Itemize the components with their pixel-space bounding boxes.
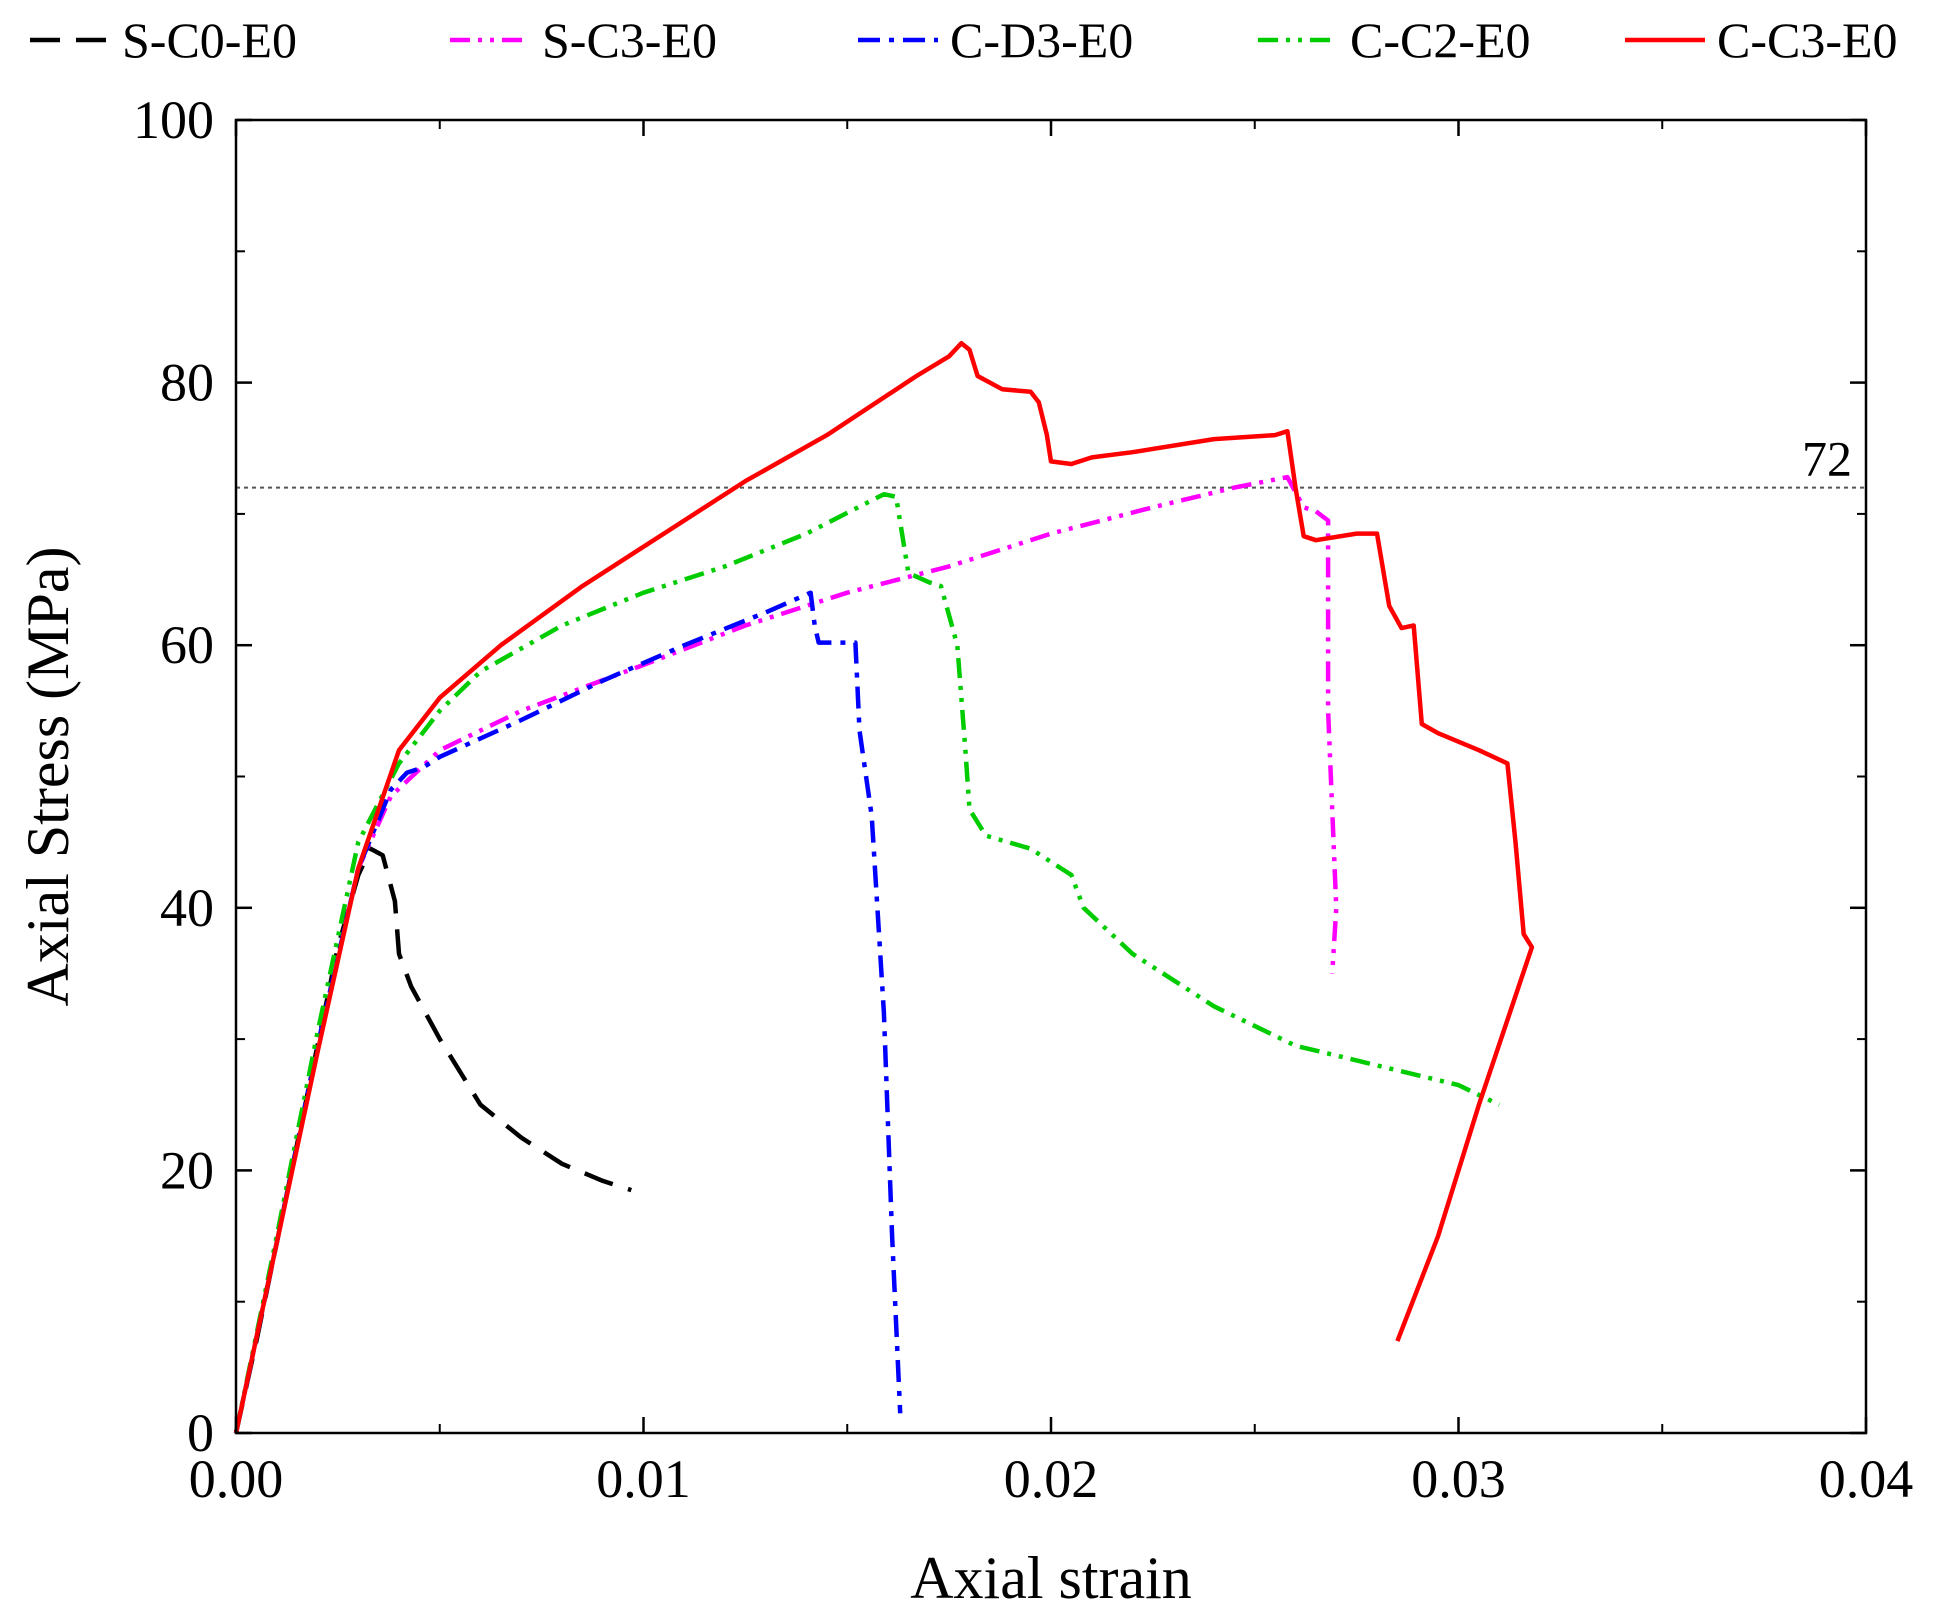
legend-label-c-d3-e0: C-D3-E0	[950, 12, 1133, 68]
y-tick-label: 100	[133, 90, 214, 150]
y-tick-label: 40	[160, 878, 214, 938]
series-line-s-c0-e0	[233, 846, 632, 1434]
plot-frame	[234, 118, 1868, 1435]
y-tick-label: 20	[160, 1140, 214, 1200]
x-tick-label: 0.03	[1411, 1449, 1506, 1509]
y-tick-label: 60	[160, 615, 214, 675]
x-tick-label: 0.04	[1819, 1449, 1914, 1509]
plot-area: 72	[233, 340, 1866, 1434]
y-tick-label: 80	[160, 353, 214, 413]
legend-label-s-c3-e0: S-C3-E0	[542, 12, 717, 68]
x-tick-label: 0.01	[596, 1449, 691, 1509]
series-line-c-c2-e0	[233, 491, 1501, 1434]
x-tick-label: 0.00	[189, 1449, 284, 1509]
reference-line-label: 72	[1802, 431, 1852, 487]
y-axis-title: Axial Stress (MPa)	[15, 547, 81, 1007]
legend-label-c-c2-e0: C-C2-E0	[1350, 12, 1531, 68]
series-line-c-d3-e0	[233, 590, 903, 1434]
x-axis-title: Axial strain	[910, 1545, 1192, 1611]
legend-label-s-c0-e0: S-C0-E0	[122, 12, 297, 68]
legend: S-C0-E0 S-C3-E0 C-D3-E0 C-C2-E0 C-C3-E0	[30, 12, 1898, 68]
legend-label-c-c3-e0: C-C3-E0	[1717, 12, 1898, 68]
series-line-s-c3-e0	[233, 474, 1339, 1434]
axes: 0.00 0.01 0.02 0.03 0.04 0 20 40 60 80 100 Axial st…	[15, 90, 1913, 1611]
x-tick-label: 0.02	[1004, 1449, 1099, 1509]
series-line-c-c3-e0	[233, 340, 1535, 1434]
y-tick-label: 0	[187, 1403, 214, 1463]
